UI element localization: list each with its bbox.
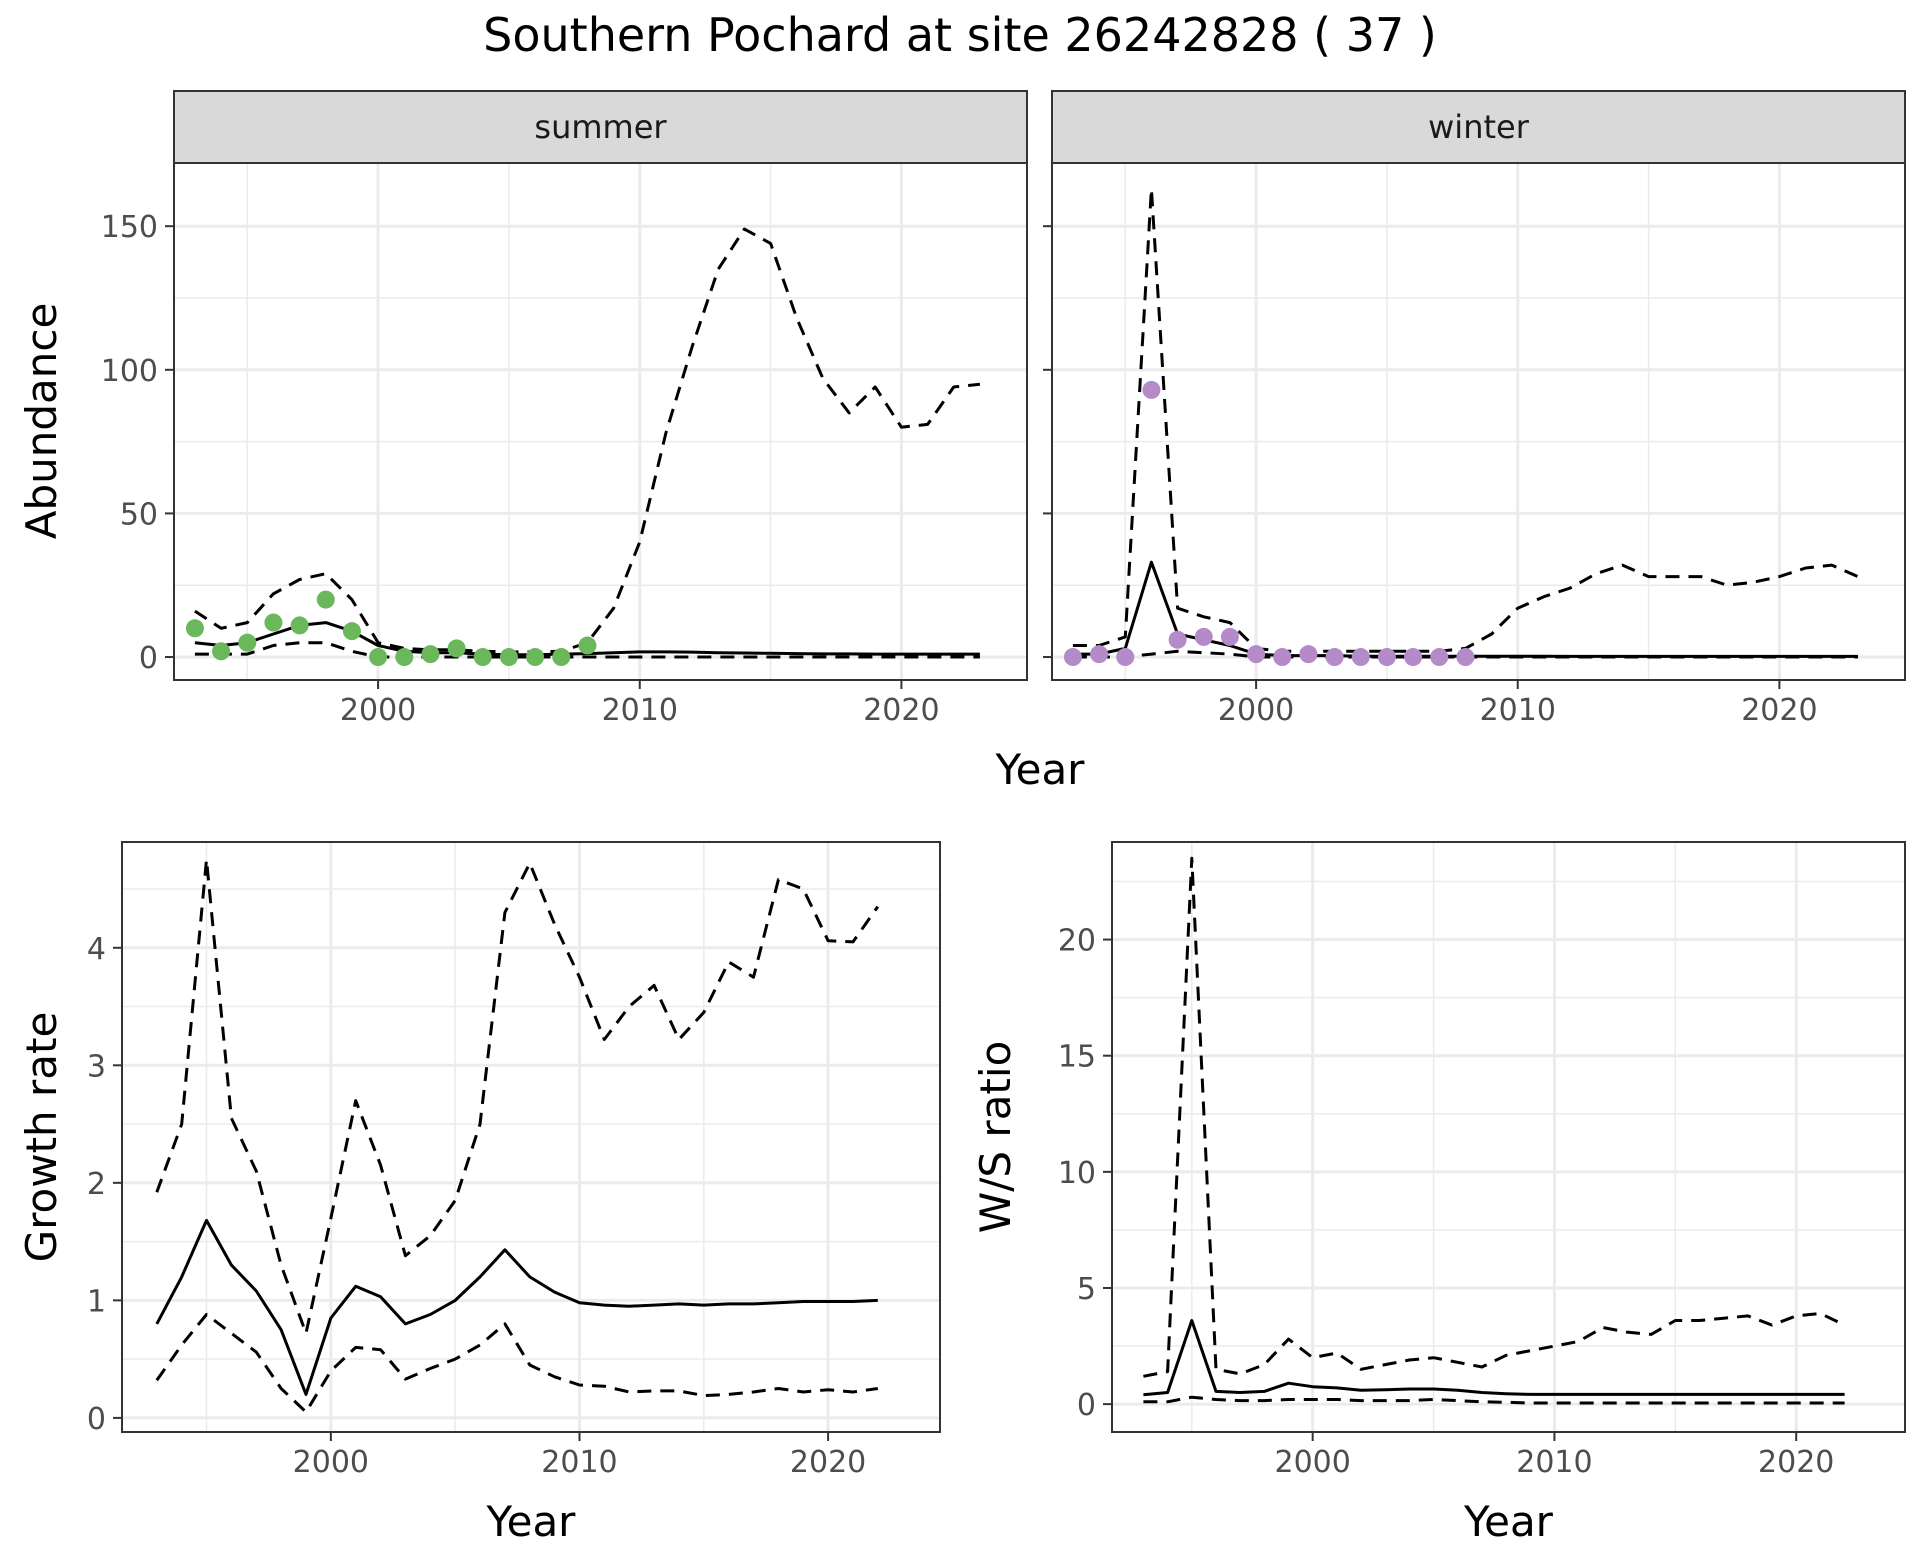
observed-point bbox=[526, 648, 545, 667]
panel-0 bbox=[165, 90, 1028, 689]
observed-point bbox=[1063, 648, 1082, 667]
y-tick-label: 0 bbox=[87, 1402, 106, 1437]
observed-point bbox=[1142, 380, 1161, 399]
observed-point bbox=[1090, 645, 1109, 664]
panel-background bbox=[1052, 163, 1905, 680]
observed-point bbox=[1299, 645, 1318, 664]
panel-background bbox=[1112, 842, 1905, 1432]
x-tick-label: 2000 bbox=[1218, 693, 1294, 728]
observed-point bbox=[369, 648, 388, 667]
observed-point bbox=[1247, 645, 1266, 664]
panel-1 bbox=[1043, 90, 1906, 689]
x-axis-label: Year bbox=[486, 1497, 577, 1546]
x-tick-label: 2000 bbox=[340, 693, 416, 728]
observed-point bbox=[395, 648, 414, 667]
panel-background bbox=[174, 163, 1027, 680]
observed-point bbox=[447, 639, 466, 658]
upper-bound-line bbox=[155, 858, 880, 1335]
y-tick-label: 0 bbox=[1077, 1388, 1096, 1423]
observed-point bbox=[1220, 627, 1239, 646]
y-tick-label: 5 bbox=[1077, 1272, 1096, 1307]
y-tick-label: 4 bbox=[87, 932, 106, 967]
y-tick-label: 2 bbox=[87, 1167, 106, 1202]
lower-bound-line bbox=[1143, 1395, 1845, 1405]
observed-point bbox=[290, 616, 309, 635]
observed-point bbox=[578, 636, 597, 655]
observed-point bbox=[1377, 648, 1396, 667]
y-tick-label: 3 bbox=[87, 1049, 106, 1084]
facet-strip bbox=[1051, 90, 1906, 164]
observed-point bbox=[238, 633, 257, 652]
y-tick-label: 1 bbox=[87, 1284, 106, 1319]
y-tick-label: 150 bbox=[101, 210, 158, 245]
facet-strip-label: winter bbox=[1428, 108, 1530, 146]
observed-point bbox=[1168, 630, 1187, 649]
panel-border bbox=[121, 841, 941, 1433]
panel-2 bbox=[113, 841, 941, 1441]
observed-point bbox=[1325, 648, 1344, 667]
observed-point bbox=[1456, 648, 1475, 667]
upper-bound-line bbox=[194, 227, 981, 654]
x-tick-label: 2000 bbox=[293, 1445, 369, 1480]
estimate-line bbox=[155, 1218, 878, 1396]
x-axis-label: Year bbox=[1463, 1497, 1554, 1546]
observed-point bbox=[1194, 627, 1213, 646]
facet-strip-label: summer bbox=[534, 108, 667, 146]
panel-3 bbox=[1103, 841, 1906, 1441]
facet-strip bbox=[173, 90, 1028, 164]
observed-point bbox=[1116, 648, 1135, 667]
observed-point bbox=[552, 648, 571, 667]
y-tick-label: 100 bbox=[101, 354, 158, 389]
panel-background bbox=[122, 842, 940, 1432]
observed-point bbox=[342, 622, 361, 641]
figure-title: Southern Pochard at site 26242828 ( 37 ) bbox=[483, 8, 1437, 62]
x-tick-label: 2010 bbox=[602, 693, 678, 728]
observed-point bbox=[499, 648, 518, 667]
observed-point bbox=[1273, 648, 1292, 667]
observed-point bbox=[473, 648, 492, 667]
x-tick-label: 2010 bbox=[1516, 1445, 1592, 1480]
x-axis-label: Year bbox=[995, 745, 1086, 794]
y-axis-label: Growth rate bbox=[17, 1012, 66, 1263]
x-tick-label: 2020 bbox=[1758, 1445, 1834, 1480]
observed-point bbox=[264, 613, 283, 632]
y-tick-label: 20 bbox=[1058, 924, 1096, 959]
upper-bound-line bbox=[1143, 856, 1846, 1378]
observed-point bbox=[1430, 648, 1449, 667]
lower-bound-line bbox=[194, 641, 980, 659]
observed-point bbox=[421, 645, 440, 664]
x-tick-label: 2020 bbox=[790, 1445, 866, 1480]
y-tick-label: 50 bbox=[120, 497, 158, 532]
x-tick-label: 2010 bbox=[541, 1445, 617, 1480]
observed-point bbox=[1404, 648, 1423, 667]
observed-point bbox=[185, 619, 204, 638]
y-axis-label: W/S ratio bbox=[971, 1041, 1020, 1234]
panel-border bbox=[1111, 841, 1906, 1433]
estimate-line bbox=[1143, 1319, 1845, 1397]
y-axis-label: Abundance bbox=[17, 303, 66, 540]
x-tick-label: 2020 bbox=[1741, 693, 1817, 728]
observed-point bbox=[212, 642, 231, 661]
y-tick-label: 15 bbox=[1058, 1040, 1096, 1075]
y-tick-label: 10 bbox=[1058, 1156, 1096, 1191]
y-tick-label: 0 bbox=[139, 641, 158, 676]
lower-bound-line bbox=[155, 1313, 879, 1414]
x-tick-label: 2020 bbox=[863, 693, 939, 728]
observed-point bbox=[316, 590, 335, 609]
observed-point bbox=[1351, 648, 1370, 667]
x-tick-label: 2000 bbox=[1274, 1445, 1350, 1480]
x-tick-label: 2010 bbox=[1480, 693, 1556, 728]
